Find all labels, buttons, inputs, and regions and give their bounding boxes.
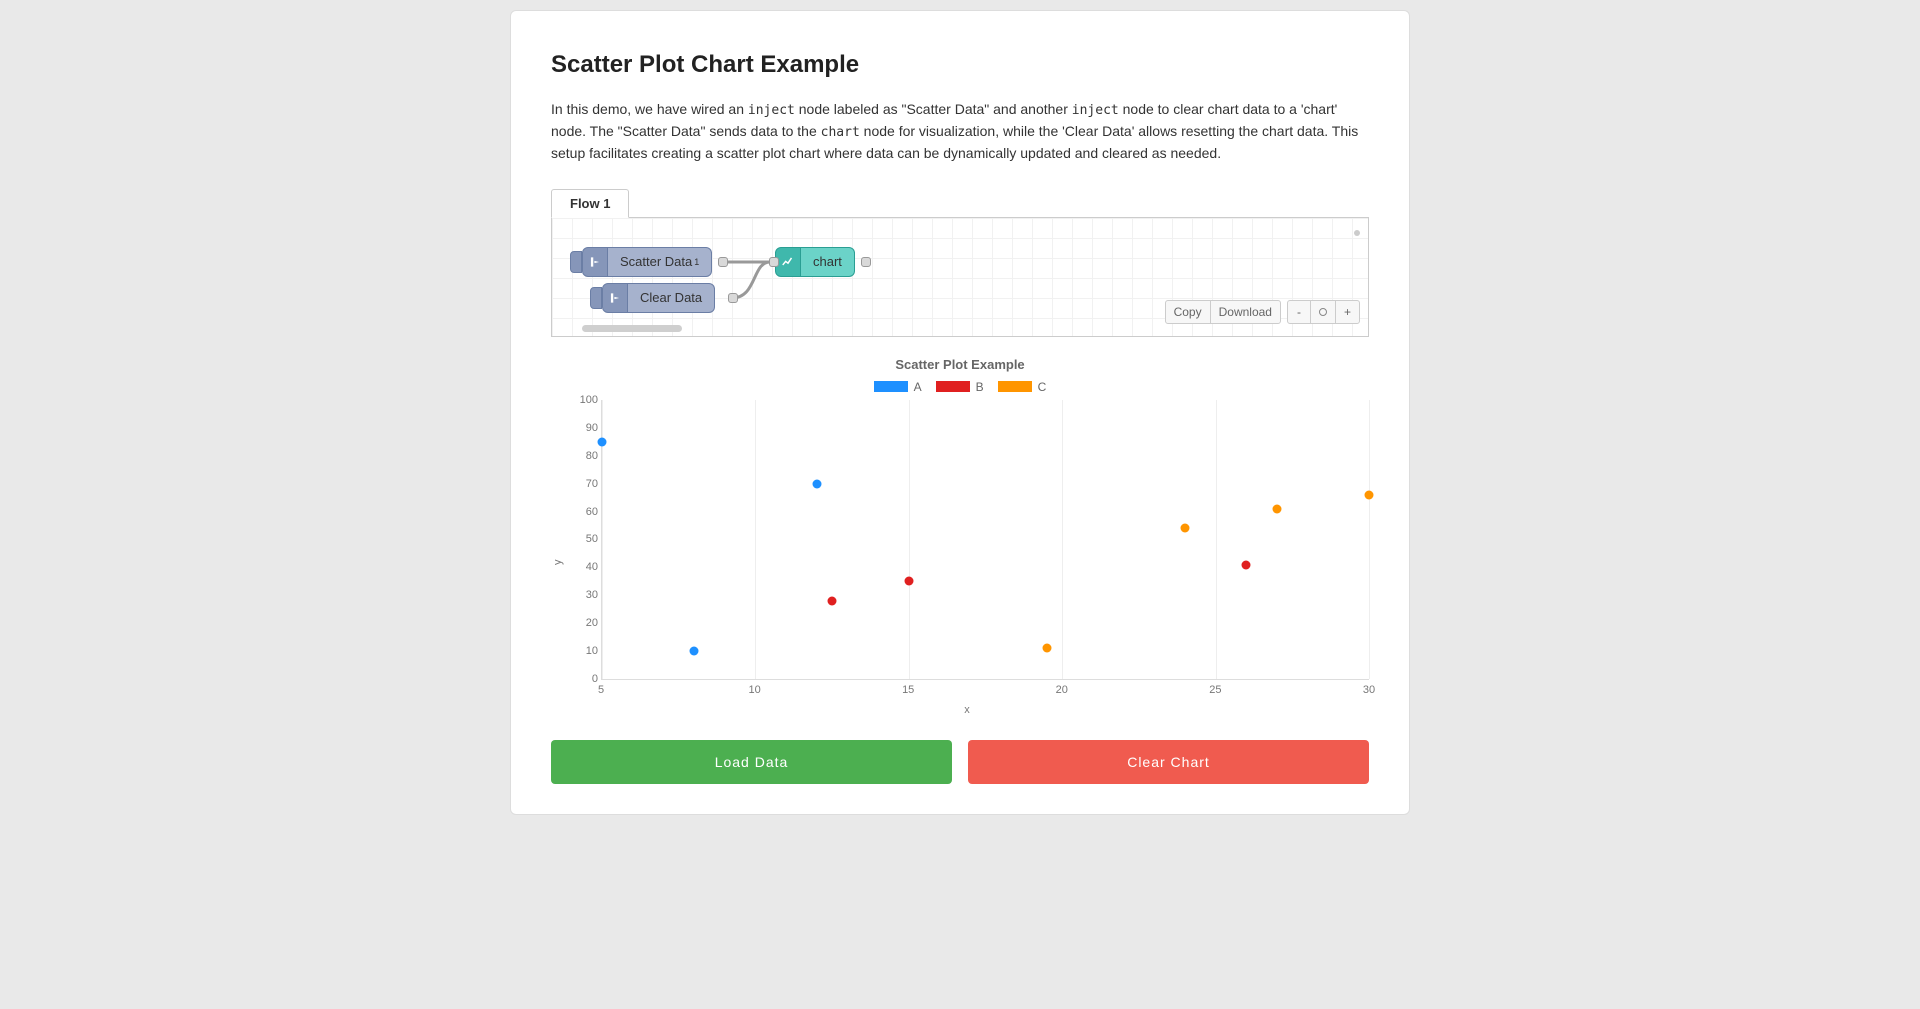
flow-scrollbar[interactable]: [582, 325, 682, 332]
zoom-reset-button[interactable]: [1310, 301, 1335, 323]
y-tick-label: 40: [568, 561, 598, 573]
data-point[interactable]: [1180, 524, 1189, 533]
legend-swatch: [998, 381, 1032, 392]
node-label: chart: [801, 247, 855, 277]
y-axis-label: y: [552, 551, 564, 565]
y-tick-label: 10: [568, 645, 598, 657]
zoom-reset-icon: [1319, 308, 1327, 316]
y-tick-label: 100: [568, 394, 598, 406]
x-tick-label: 20: [1056, 684, 1068, 696]
x-tick-label: 25: [1209, 684, 1221, 696]
inject-icon: [602, 283, 628, 313]
legend-label: B: [976, 380, 984, 394]
node-scatter-data[interactable]: Scatter Data 1: [582, 247, 722, 277]
x-axis-label: x: [565, 704, 1369, 716]
action-buttons: Load Data Clear Chart: [551, 740, 1369, 784]
legend-label: A: [914, 380, 922, 394]
flow-tab[interactable]: Flow 1: [551, 189, 629, 218]
inject-trigger-button[interactable]: [590, 287, 602, 309]
canvas-handle-icon: [1354, 230, 1360, 236]
download-button[interactable]: Download: [1210, 301, 1280, 323]
node-input-port[interactable]: [769, 257, 779, 267]
node-chart[interactable]: chart: [775, 247, 865, 277]
desc-code: chart: [821, 125, 860, 140]
y-tick-label: 80: [568, 450, 598, 462]
y-tick-label: 90: [568, 422, 598, 434]
node-output-port[interactable]: [728, 293, 738, 303]
flow-canvas[interactable]: Scatter Data 1 Clear Data c: [551, 217, 1369, 337]
data-point[interactable]: [812, 479, 821, 488]
legend-item[interactable]: B: [936, 380, 984, 394]
copy-button[interactable]: Copy: [1166, 301, 1210, 323]
chart-legend: A B C: [551, 380, 1369, 394]
legend-swatch: [936, 381, 970, 392]
load-data-button[interactable]: Load Data: [551, 740, 952, 784]
x-tick-label: 10: [748, 684, 760, 696]
flow-toolbar: Copy Download - +: [1165, 300, 1360, 324]
y-tick-label: 50: [568, 533, 598, 545]
legend-label: C: [1038, 380, 1047, 394]
node-badge: 1: [694, 257, 699, 267]
data-point[interactable]: [1272, 504, 1281, 513]
gridline: [755, 400, 756, 679]
y-tick-label: 20: [568, 617, 598, 629]
example-card: Scatter Plot Chart Example In this demo,…: [510, 10, 1410, 815]
inject-trigger-button[interactable]: [570, 251, 582, 273]
x-ticks: 51015202530: [601, 684, 1369, 702]
data-point[interactable]: [828, 596, 837, 605]
zoom-out-button[interactable]: -: [1288, 301, 1310, 323]
y-tick-label: 0: [568, 673, 598, 685]
chart-area: y 0102030405060708090100 5 10 15 20 25 30 x: [551, 400, 1369, 716]
data-point[interactable]: [1242, 560, 1251, 569]
desc-text: In this demo, we have wired an: [551, 101, 748, 117]
data-point[interactable]: [598, 437, 607, 446]
gridline: [1216, 400, 1217, 679]
chart-title: Scatter Plot Example: [551, 357, 1369, 372]
page-title: Scatter Plot Chart Example: [551, 51, 1369, 79]
x-tick-label: 15: [902, 684, 914, 696]
flow-tabs: Flow 1: [551, 189, 1369, 218]
x-tick-label: 30: [1363, 684, 1375, 696]
zoom-in-button[interactable]: +: [1335, 301, 1359, 323]
y-tick-label: 30: [568, 589, 598, 601]
y-tick-label: 60: [568, 506, 598, 518]
node-output-port[interactable]: [718, 257, 728, 267]
gridline: [1062, 400, 1063, 679]
gridline: [1369, 400, 1370, 679]
node-output-port[interactable]: [861, 257, 871, 267]
legend-item[interactable]: A: [874, 380, 922, 394]
desc-text: node labeled as "Scatter Data" and anoth…: [795, 101, 1072, 117]
plot-area: 0102030405060708090100: [601, 400, 1369, 680]
node-label: Clear Data: [628, 283, 715, 313]
y-tick-label: 70: [568, 478, 598, 490]
legend-swatch: [874, 381, 908, 392]
desc-code: inject: [1072, 103, 1119, 118]
data-point[interactable]: [1042, 644, 1051, 653]
gridline: [909, 400, 910, 679]
y-ticks: 0102030405060708090100: [568, 400, 598, 679]
inject-icon: [582, 247, 608, 277]
node-label-text: Scatter Data: [620, 254, 692, 269]
node-clear-data[interactable]: Clear Data: [602, 283, 732, 313]
data-point[interactable]: [690, 647, 699, 656]
data-point[interactable]: [1365, 490, 1374, 499]
legend-item[interactable]: C: [998, 380, 1047, 394]
node-label: Scatter Data 1: [608, 247, 712, 277]
desc-code: inject: [748, 103, 795, 118]
data-point[interactable]: [904, 577, 913, 586]
description: In this demo, we have wired an inject no…: [551, 99, 1369, 165]
x-tick-label: 5: [598, 684, 604, 696]
clear-chart-button[interactable]: Clear Chart: [968, 740, 1369, 784]
